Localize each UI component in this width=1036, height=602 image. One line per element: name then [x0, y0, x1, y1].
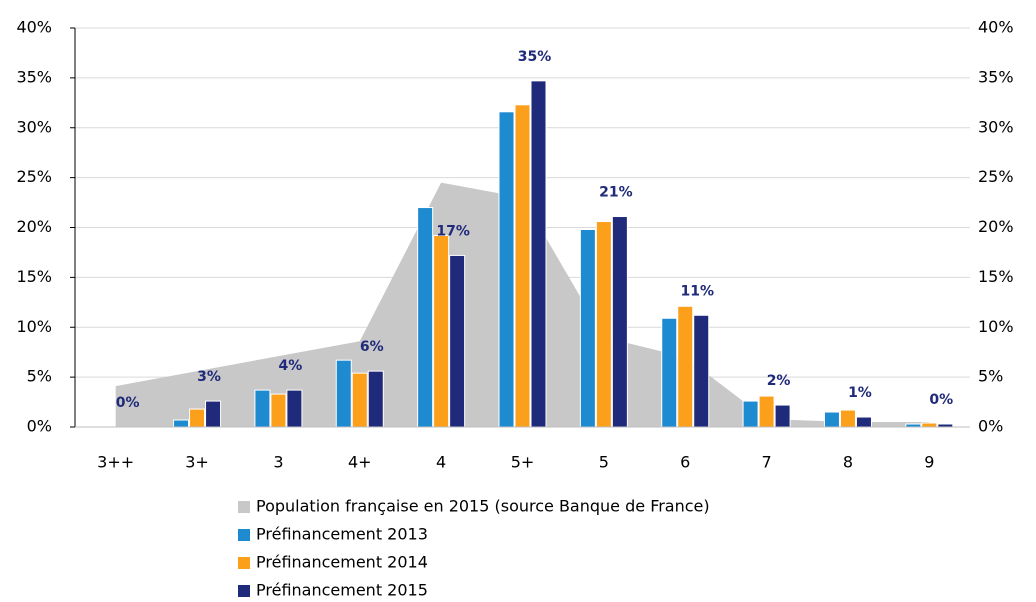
legend-swatch [238, 501, 250, 513]
value-label: 3% [197, 369, 221, 385]
y-tick-label: 25% [16, 167, 52, 186]
bar [839, 409, 856, 428]
bar [335, 359, 352, 428]
legend-swatch [238, 585, 250, 597]
x-tick-label: 9 [924, 453, 934, 472]
value-label: 1% [848, 385, 872, 401]
bar [270, 393, 287, 428]
bar [205, 400, 222, 428]
y2-tick-label: 10% [978, 317, 1014, 336]
value-label: 35% [518, 49, 552, 65]
bar [693, 314, 710, 428]
y-tick-label: 15% [16, 267, 52, 286]
legend-label: Population française en 2015 (source Ban… [256, 497, 710, 516]
legend-label: Préfinancement 2014 [256, 553, 428, 572]
bar [758, 395, 775, 428]
bar [189, 408, 206, 428]
y-tick-label: 20% [16, 217, 52, 236]
y2-tick-label: 20% [978, 217, 1014, 236]
y-tick-label: 40% [16, 18, 52, 37]
bar [417, 207, 434, 428]
y-tick-label: 5% [27, 367, 52, 386]
y2-tick-label: 40% [978, 18, 1014, 37]
bar [530, 80, 547, 428]
value-label: 2% [767, 373, 791, 389]
y2-tick-label: 30% [978, 117, 1014, 136]
value-label: 11% [680, 283, 714, 299]
bar [611, 216, 628, 428]
bar [254, 389, 271, 428]
x-tick-label: 7 [761, 453, 771, 472]
bar [595, 221, 612, 428]
y2-tick-label: 0% [978, 417, 1003, 436]
bar [855, 416, 872, 428]
x-tick-label: 3+ [185, 453, 209, 472]
x-tick-label: 5+ [511, 453, 535, 472]
bar [173, 419, 190, 428]
y2-tick-label: 25% [978, 167, 1014, 186]
bar [677, 305, 694, 428]
x-tick-label: 6 [680, 453, 690, 472]
y-tick-label: 30% [16, 117, 52, 136]
bar [921, 422, 938, 428]
y2-tick-label: 35% [978, 67, 1014, 86]
legend-swatch [238, 529, 250, 541]
value-label: 21% [599, 185, 633, 201]
x-tick-label: 4+ [348, 453, 372, 472]
value-label: 0% [116, 395, 140, 411]
y-tick-label: 0% [27, 417, 52, 436]
bar [286, 389, 303, 428]
value-label: 17% [436, 223, 470, 239]
y-tick-label: 35% [16, 67, 52, 86]
value-label: 0% [929, 392, 953, 408]
legend-label: Préfinancement 2015 [256, 581, 428, 600]
x-tick-label: 4 [436, 453, 446, 472]
x-tick-label: 3++ [97, 453, 134, 472]
value-label: 4% [279, 358, 303, 374]
bar [661, 317, 678, 428]
legend-swatch [238, 557, 250, 569]
bar [367, 370, 384, 428]
bar [351, 372, 368, 428]
y2-tick-label: 5% [978, 367, 1003, 386]
bar [579, 228, 596, 428]
x-tick-label: 8 [843, 453, 853, 472]
bar [498, 111, 515, 428]
bar [449, 254, 466, 428]
bar [514, 104, 531, 428]
bar [774, 404, 791, 428]
value-label: 6% [360, 339, 384, 355]
y2-tick-label: 15% [978, 267, 1014, 286]
y-tick-label: 10% [16, 317, 52, 336]
legend-label: Préfinancement 2013 [256, 525, 428, 544]
bar [742, 400, 759, 428]
x-tick-label: 5 [599, 453, 609, 472]
bar [433, 234, 450, 428]
x-tick-label: 3 [273, 453, 283, 472]
bar [823, 411, 840, 428]
